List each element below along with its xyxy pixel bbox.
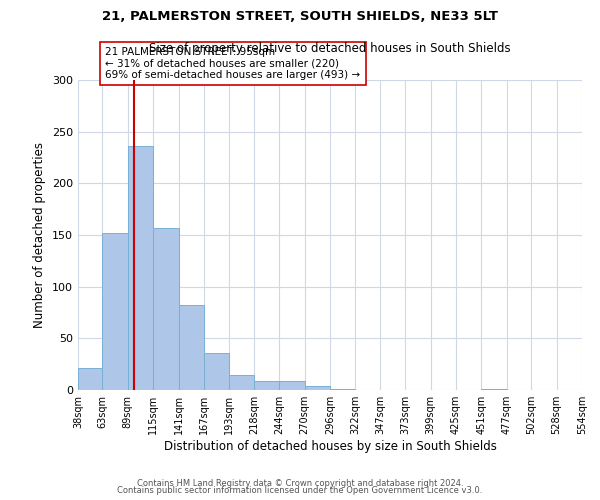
Title: Size of property relative to detached houses in South Shields: Size of property relative to detached ho…: [149, 42, 511, 55]
Bar: [204, 353, 229, 390]
Bar: [279, 380, 305, 390]
Bar: [128, 146, 153, 390]
Bar: [481, 389, 507, 390]
Bar: [179, 306, 204, 390]
Bar: [330, 389, 355, 390]
Bar: [103, 233, 128, 390]
Bar: [229, 374, 254, 390]
Text: Contains HM Land Registry data © Crown copyright and database right 2024.: Contains HM Land Registry data © Crown c…: [137, 478, 463, 488]
Bar: [254, 380, 279, 390]
Text: 21, PALMERSTON STREET, SOUTH SHIELDS, NE33 5LT: 21, PALMERSTON STREET, SOUTH SHIELDS, NE…: [102, 10, 498, 23]
Bar: [153, 228, 179, 390]
Bar: [305, 386, 330, 390]
Text: 21 PALMERSTON STREET: 95sqm
← 31% of detached houses are smaller (220)
69% of se: 21 PALMERSTON STREET: 95sqm ← 31% of det…: [106, 47, 361, 80]
X-axis label: Distribution of detached houses by size in South Shields: Distribution of detached houses by size …: [164, 440, 496, 453]
Y-axis label: Number of detached properties: Number of detached properties: [34, 142, 46, 328]
Bar: [78, 368, 103, 390]
Text: Contains public sector information licensed under the Open Government Licence v3: Contains public sector information licen…: [118, 486, 482, 495]
